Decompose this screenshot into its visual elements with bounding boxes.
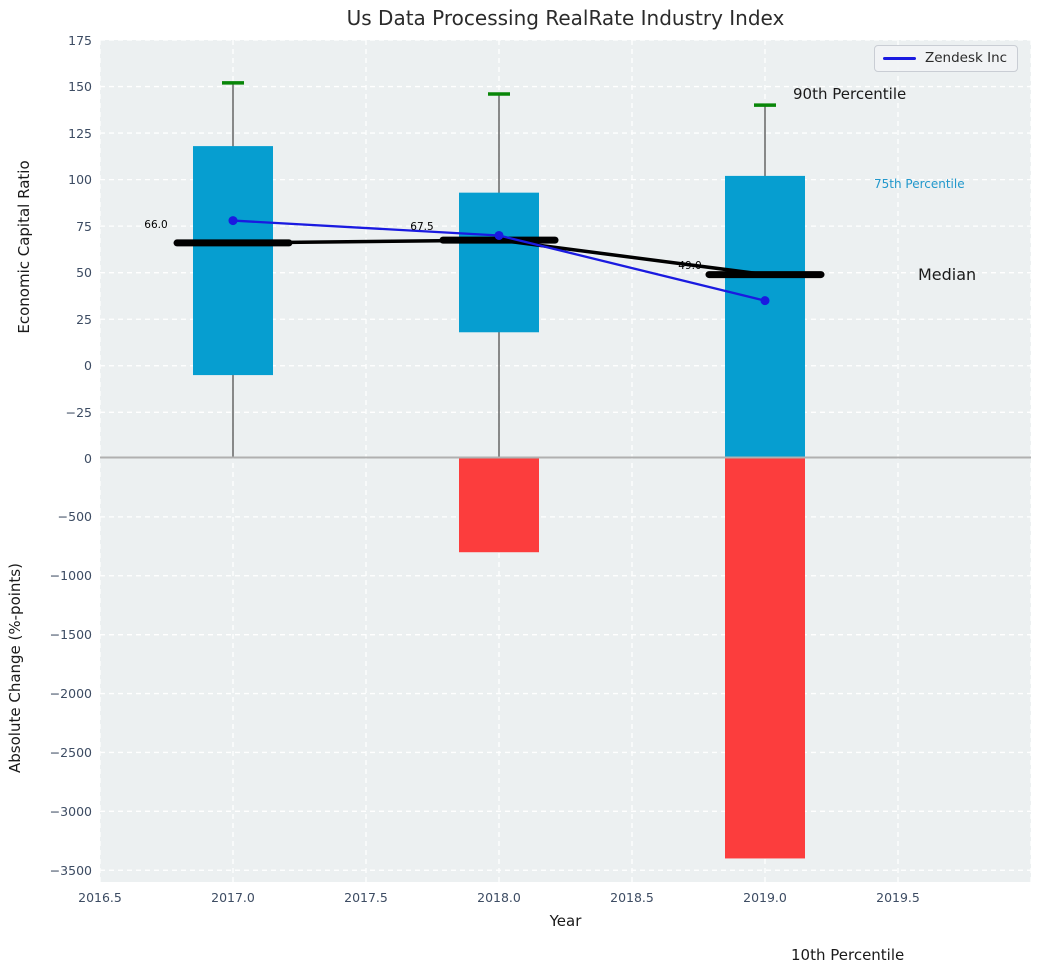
x-tick-label: 2018.5 bbox=[610, 890, 654, 905]
x-tick-label: 2019.0 bbox=[743, 890, 787, 905]
bottom-y-tick-label: 0 bbox=[84, 450, 92, 466]
negative-change-bar-2018 bbox=[459, 458, 539, 553]
median-value-label: 49.0 bbox=[678, 259, 702, 272]
label-90th-percentile: 90th Percentile bbox=[793, 85, 907, 103]
legend-series-label: Zendesk Inc bbox=[925, 50, 1008, 66]
legend: Zendesk Inc bbox=[874, 45, 1019, 72]
x-tick-label: 2017.0 bbox=[211, 890, 255, 905]
top-y-tick-label: 25 bbox=[76, 311, 92, 327]
top-y-tick-label: 175 bbox=[68, 32, 92, 48]
label-75th-percentile: 75th Percentile bbox=[874, 177, 965, 191]
bottom-y-axis-label: Absolute Change (%-points) bbox=[6, 563, 24, 773]
top-y-tick-label: 150 bbox=[68, 79, 92, 95]
bottom-y-tick-label: −1500 bbox=[49, 627, 92, 643]
percentile-box-2019 bbox=[725, 175, 805, 457]
legend-series-line-icon bbox=[883, 56, 916, 60]
bottom-y-tick-label: −3500 bbox=[49, 862, 92, 878]
bottom-y-tick-label: −2500 bbox=[49, 744, 92, 760]
bottom-y-tick-label: −3000 bbox=[49, 803, 92, 819]
top-y-tick-label: 75 bbox=[76, 218, 92, 234]
chart-title: Us Data Processing RealRate Industry Ind… bbox=[346, 6, 785, 30]
top-y-tick-label: 100 bbox=[68, 172, 92, 188]
series-marker-2018 bbox=[494, 230, 504, 240]
series-marker-2017 bbox=[228, 216, 238, 226]
median-value-label: 67.5 bbox=[410, 221, 434, 234]
bottom-y-tick-label: −2000 bbox=[49, 686, 92, 702]
negative-change-bar-2019 bbox=[725, 458, 805, 859]
percentile-box-2017 bbox=[193, 146, 273, 376]
label-10th-percentile: 10th Percentile bbox=[791, 946, 905, 964]
top-y-tick-label: 125 bbox=[68, 125, 92, 141]
top-y-tick-label: −25 bbox=[65, 404, 92, 420]
label-median: Median bbox=[918, 265, 977, 284]
bottom-y-tick-label: −500 bbox=[57, 509, 92, 525]
x-tick-label: 2018.0 bbox=[477, 890, 521, 905]
bottom-y-tick-label: −1000 bbox=[49, 568, 92, 584]
x-axis-label: Year bbox=[549, 912, 582, 930]
x-tick-label: 2017.5 bbox=[344, 890, 388, 905]
x-tick-label: 2016.5 bbox=[78, 890, 122, 905]
median-value-label: 66.0 bbox=[144, 218, 168, 231]
percentile-box-2018 bbox=[459, 192, 539, 333]
top-y-tick-label: 0 bbox=[84, 358, 92, 374]
series-marker-2019 bbox=[760, 296, 770, 306]
top-y-tick-label: 50 bbox=[76, 265, 92, 281]
x-tick-label: 2019.5 bbox=[876, 890, 920, 905]
